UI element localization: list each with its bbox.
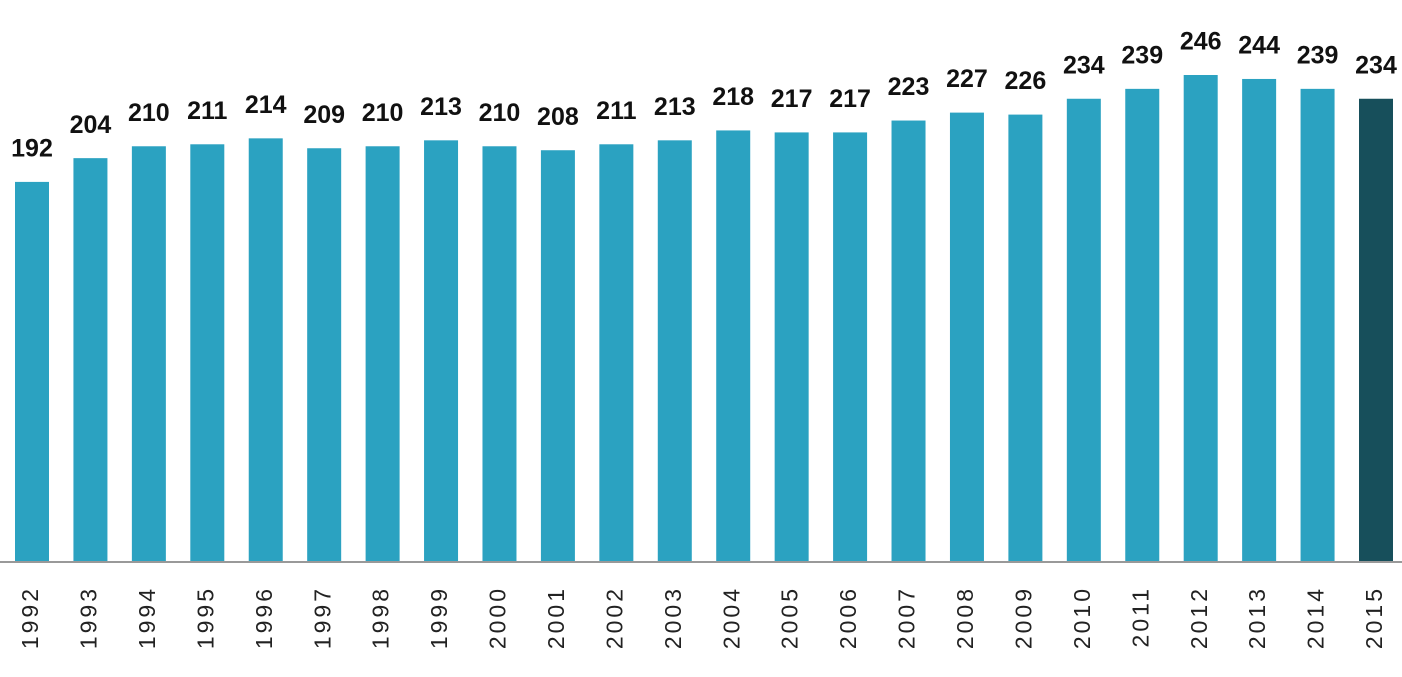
value-label: 211	[596, 97, 636, 125]
value-label: 210	[479, 99, 521, 127]
bar	[365, 146, 400, 562]
x-tick-label: 1997	[309, 586, 335, 649]
x-tick-label: 2000	[485, 586, 511, 649]
bar	[307, 148, 342, 562]
bar	[833, 132, 868, 562]
bar	[482, 146, 517, 562]
value-label: 218	[712, 83, 754, 111]
x-tick-label: 2003	[660, 586, 686, 649]
bar	[1125, 88, 1160, 562]
x-tick-label: 2001	[543, 586, 569, 649]
x-tick-label: 2008	[952, 586, 978, 649]
bar	[540, 150, 575, 562]
value-label: 227	[946, 65, 988, 93]
x-tick-label: 2007	[894, 586, 920, 649]
value-label: 234	[1063, 51, 1105, 79]
bar	[15, 181, 49, 562]
x-tick-label: 2010	[1069, 586, 1095, 649]
x-tick-label: 1998	[368, 586, 394, 649]
x-tick-label: 2014	[1303, 586, 1329, 649]
value-label: 223	[888, 73, 930, 101]
bar	[1359, 98, 1393, 562]
x-tick-label: 2002	[601, 586, 627, 649]
bar	[1300, 88, 1335, 562]
x-tick-label: 1999	[426, 586, 452, 649]
value-label: 217	[829, 85, 871, 113]
bar	[657, 140, 692, 562]
x-tick-label: 2009	[1010, 586, 1036, 649]
bar	[599, 144, 634, 562]
value-label: 204	[70, 111, 112, 139]
x-tick-label: 1992	[17, 586, 43, 649]
value-label: 208	[537, 103, 579, 131]
value-label: 226	[1005, 67, 1047, 95]
x-tick-label: 1993	[76, 586, 102, 649]
bar	[949, 112, 984, 562]
bar	[131, 146, 166, 562]
value-label: 239	[1121, 41, 1163, 69]
value-label: 244	[1238, 32, 1280, 60]
bar	[1183, 75, 1218, 562]
bar	[248, 138, 283, 562]
value-label: 217	[771, 85, 813, 113]
x-tick-label: 1994	[134, 586, 160, 649]
x-tick-label: 1995	[192, 586, 218, 649]
bar	[424, 140, 459, 562]
bar	[1242, 78, 1277, 562]
x-tick-label: 1996	[251, 586, 277, 649]
value-label: 246	[1180, 28, 1222, 56]
bar	[891, 120, 926, 562]
x-tick-label: 2015	[1361, 586, 1387, 649]
x-tick-label: 2011	[1127, 586, 1153, 647]
x-tick-label: 2013	[1244, 586, 1270, 649]
x-tick-label: 2012	[1186, 586, 1212, 649]
x-tick-label: 2006	[835, 586, 861, 649]
bar	[716, 130, 751, 562]
value-label: 214	[245, 91, 287, 119]
bar	[1066, 98, 1101, 562]
value-label: 192	[11, 135, 53, 163]
x-tick-label: 2005	[777, 586, 803, 649]
value-label: 211	[187, 97, 227, 125]
x-tick-label: 2004	[718, 586, 744, 649]
bar	[774, 132, 809, 562]
value-label: 209	[303, 101, 345, 129]
bar	[190, 144, 225, 562]
value-label: 234	[1355, 51, 1397, 79]
value-label: 210	[128, 99, 170, 127]
bar	[73, 158, 108, 562]
value-label: 210	[362, 99, 404, 127]
value-label: 213	[420, 93, 462, 121]
value-label: 213	[654, 93, 696, 121]
bar	[1008, 114, 1043, 562]
value-label: 239	[1297, 41, 1339, 69]
